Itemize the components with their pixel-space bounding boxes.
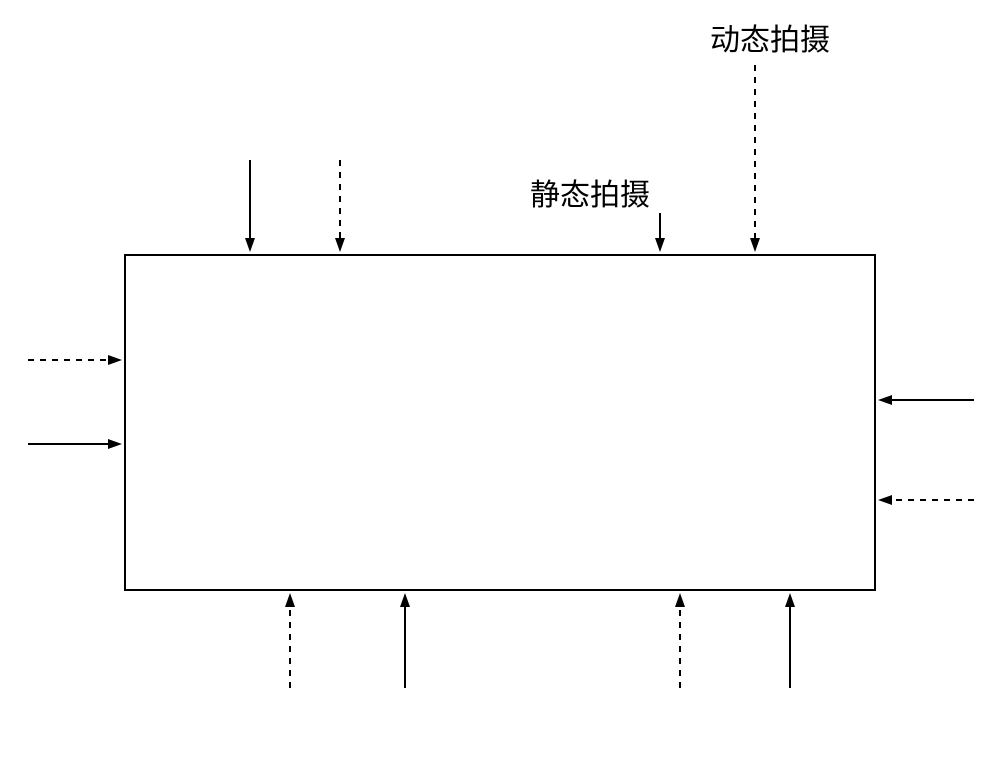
arrow-bottom-solid-1 [400, 593, 410, 688]
arrow-bottom-dashed-1 [285, 593, 295, 688]
main-rectangle [125, 255, 875, 590]
arrow-top-dashed-2 [750, 65, 760, 252]
arrow-right-solid [878, 395, 974, 405]
static-label: 静态拍摄 [530, 179, 650, 212]
arrow-left-dashed [28, 355, 122, 365]
arrow-left-solid [28, 439, 122, 449]
arrow-top-dashed-1 [335, 160, 345, 252]
dynamic-label: 动态拍摄 [710, 24, 830, 57]
arrow-bottom-solid-2 [785, 593, 795, 688]
diagram-canvas: 动态拍摄静态拍摄 [0, 0, 1000, 772]
arrow-top-solid-1 [245, 160, 255, 252]
arrow-right-dashed [878, 495, 974, 505]
arrow-top-solid-2 [655, 213, 665, 252]
arrow-bottom-dashed-2 [675, 593, 685, 688]
